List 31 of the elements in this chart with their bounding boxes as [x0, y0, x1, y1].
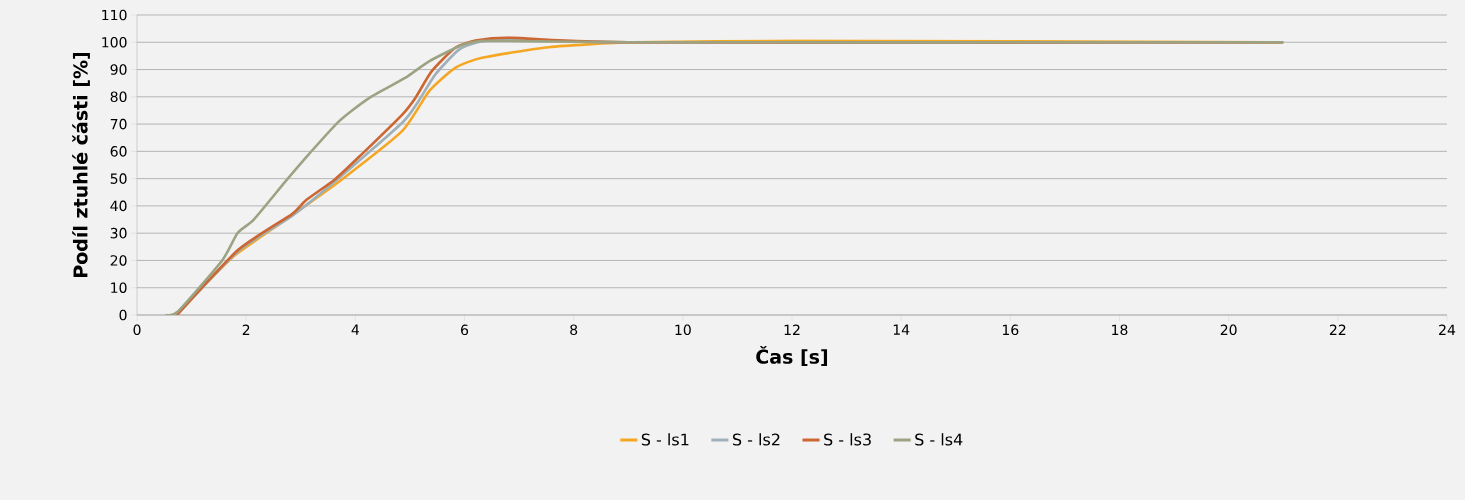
- y-tick-label: 110: [102, 9, 127, 21]
- legend-label: S - ls4: [915, 433, 963, 446]
- x-tick-label: 4: [351, 324, 360, 335]
- legend-label: S - ls1: [641, 433, 689, 446]
- x-tick-label: 12: [784, 324, 800, 335]
- y-tick-label: 80: [110, 91, 127, 103]
- y-tick-label: 20: [110, 255, 127, 266]
- y-tick-label: 30: [110, 227, 127, 239]
- legend-label: S - ls3: [824, 433, 871, 446]
- x-tick-label: 8: [570, 324, 578, 336]
- x-axis-title: Čas [s]: [756, 345, 828, 367]
- x-tick-label: 14: [893, 324, 910, 335]
- x-tick-label: 22: [1329, 324, 1346, 335]
- y-tick-label: 60: [110, 146, 127, 157]
- y-tick-label: 70: [110, 118, 127, 130]
- y-tick-label: 100: [102, 36, 127, 48]
- x-tick-label: 10: [675, 324, 691, 336]
- y-axis-title: Podíl ztuhlé části [%]: [72, 52, 90, 277]
- y-tick-label: 50: [110, 173, 127, 184]
- y-tick-label: 10: [111, 282, 127, 294]
- x-tick-label: 2: [242, 324, 250, 335]
- x-tick-label: 16: [1002, 324, 1019, 336]
- x-tick-label: 24: [1439, 324, 1456, 335]
- x-tick-label: 18: [1112, 324, 1128, 336]
- x-tick-label: 6: [461, 324, 469, 336]
- legend-label: S - ls2: [732, 433, 780, 446]
- x-tick-label: 0: [133, 324, 141, 336]
- y-tick-label: 90: [110, 64, 127, 75]
- x-tick-label: 20: [1220, 324, 1237, 336]
- y-tick-label: 0: [119, 309, 127, 321]
- y-tick-label: 40: [110, 200, 127, 212]
